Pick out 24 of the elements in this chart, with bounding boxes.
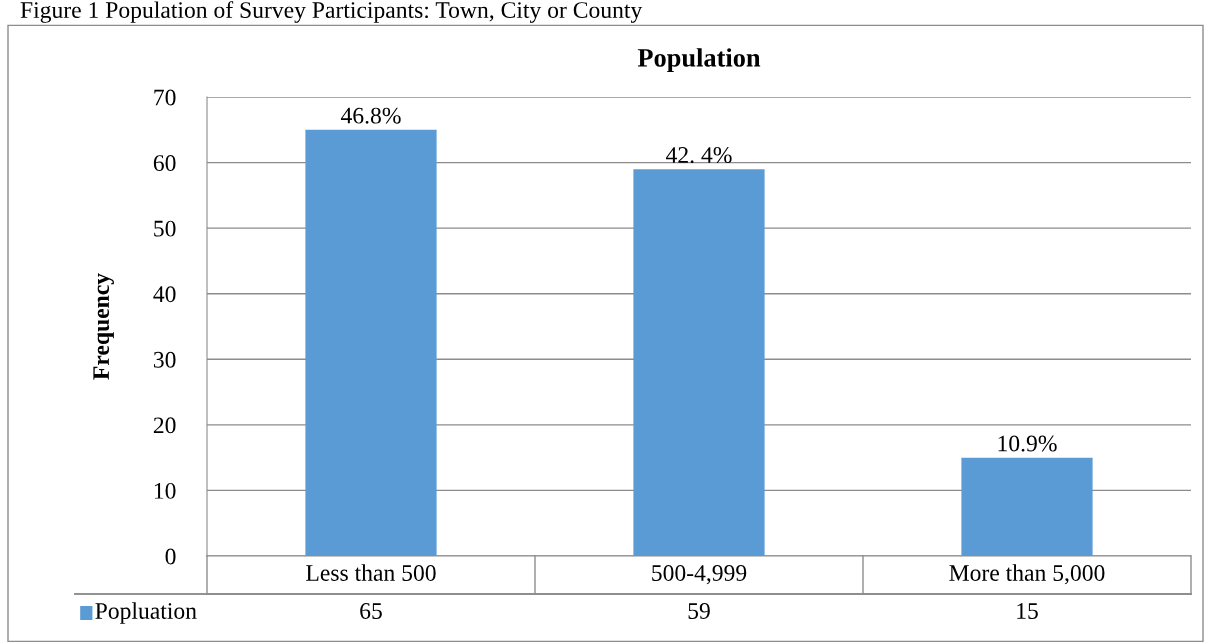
y-tick-label: 60: [153, 155, 176, 171]
y-tick-label: 10: [154, 482, 176, 499]
data-label: 65: [360, 603, 382, 619]
data-label: 59: [688, 603, 710, 619]
x-tick-label: 500-4,999: [652, 564, 747, 585]
annotation: 10.9%: [998, 435, 1057, 452]
y-tick-label: 70: [154, 89, 176, 106]
chart-title: Population: [637, 48, 761, 73]
bar: [961, 457, 1093, 556]
y-tick-label: 0: [165, 548, 176, 565]
y-tick-label: 50: [154, 220, 176, 237]
y-axis-title: Frequency: [93, 273, 114, 380]
y-tick-label: 30: [153, 351, 176, 368]
y-tick-label: 40: [153, 286, 176, 303]
x-tick-label: More than 5,000: [949, 564, 1105, 585]
caption: Figure 1 Population of Survey Participants: Town, City or County: [20, 1, 643, 23]
annotation: 46.8%: [340, 107, 401, 124]
data-label: 15: [1017, 603, 1038, 619]
y-tick-label: 20: [153, 417, 176, 434]
annotation: 42. 4%: [666, 147, 732, 164]
legend-label: Popluation: [95, 602, 197, 624]
bar: [633, 169, 765, 556]
bar: [305, 129, 437, 556]
x-tick-label: Less than 500: [306, 564, 436, 581]
